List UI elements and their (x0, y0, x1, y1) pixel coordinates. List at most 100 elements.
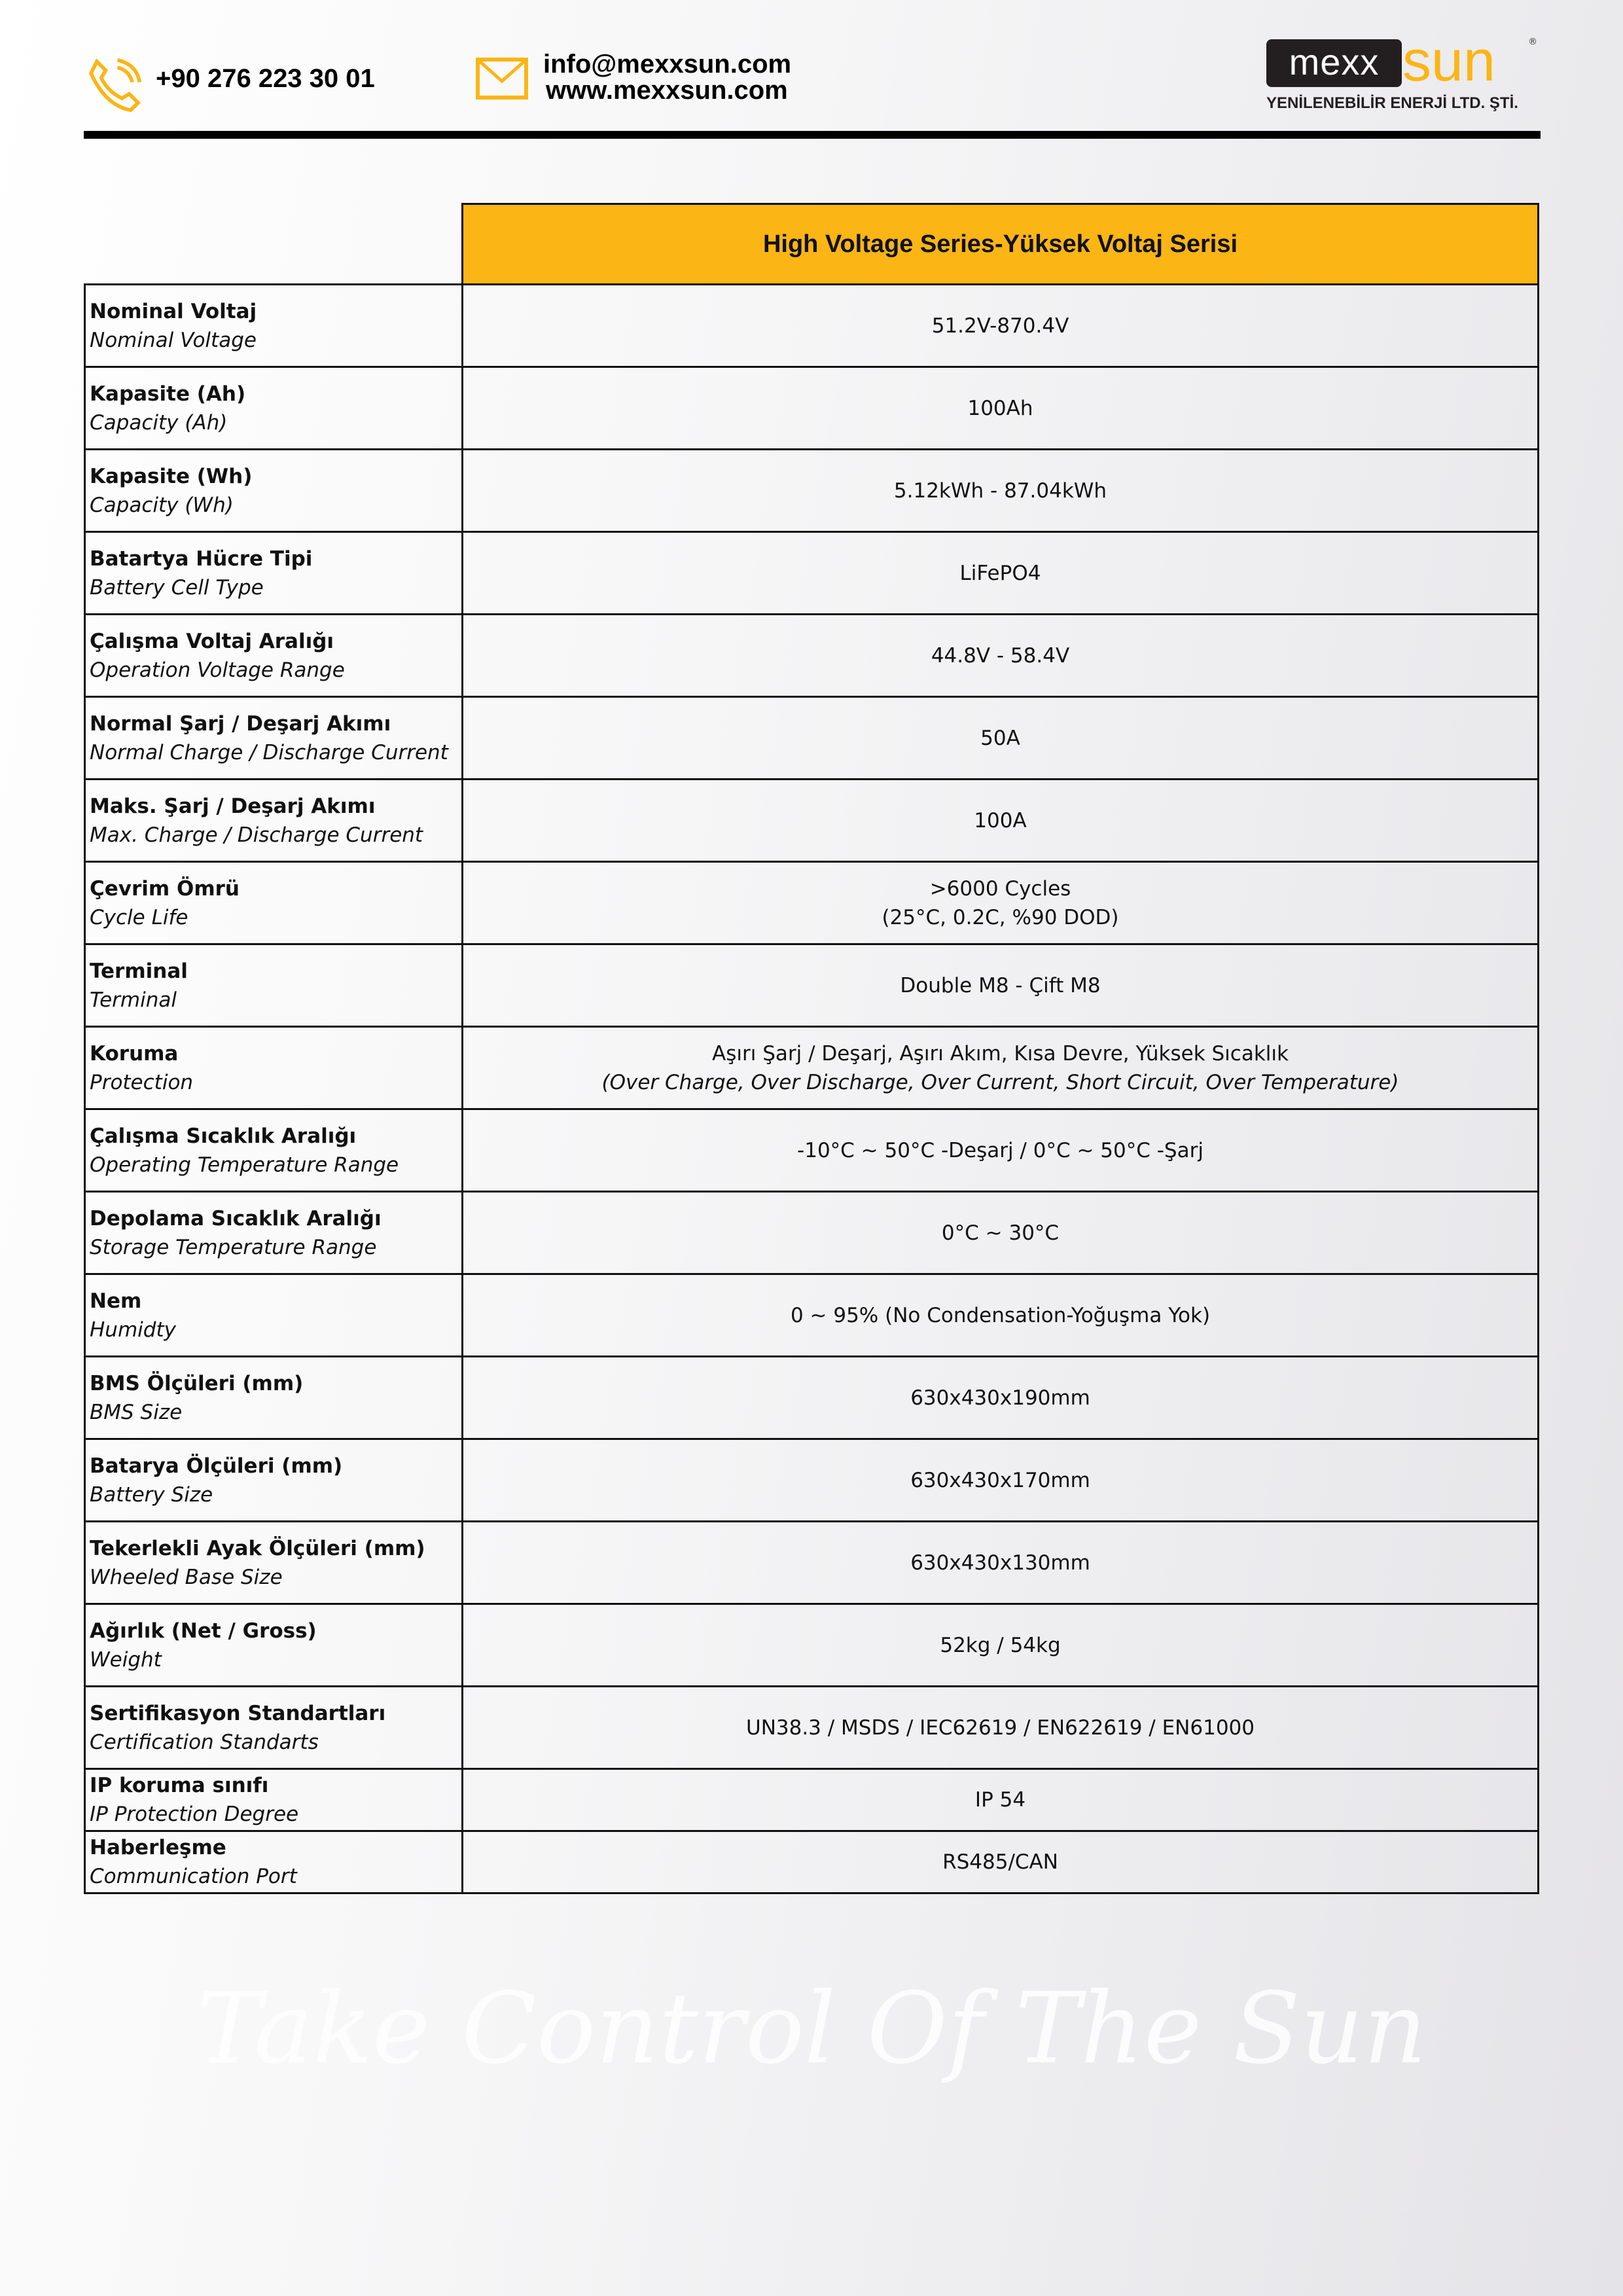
spec-label-tr: Terminal (90, 959, 188, 983)
header: +90 276 223 30 01 info@mexxsun.com www.m… (0, 0, 1623, 151)
spec-value-line1: 50A (980, 726, 1020, 750)
spec-label-tr: Tekerlekli Ayak Ölçüleri (mm) (90, 1536, 425, 1560)
table-row: Maks. Şarj / Deşarj Akımı Max. Charge / D… (84, 778, 1539, 863)
spec-value: RS485/CAN (461, 1830, 1539, 1894)
spec-table: High Voltage Series-Yüksek Voltaj Serisi… (84, 203, 1539, 1894)
table-row: Kapasite (Wh) Capacity (Wh) 5.12kWh - 87.0… (84, 448, 1539, 533)
spec-label-tr: Koruma (90, 1041, 179, 1066)
table-row: Çalışma Sıcaklık Aralığı Operating Temper… (84, 1108, 1539, 1193)
mail-icon (476, 58, 528, 99)
spec-label-en: Communication Port (90, 1865, 297, 1888)
spec-value-line1: Double M8 - Çift M8 (900, 973, 1101, 997)
spec-label: Tekerlekli Ayak Ölçüleri (mm) Wheeled Bas… (84, 1520, 463, 1605)
spec-value-line1: 0°C ~ 30°C (941, 1221, 1060, 1245)
table-row: Batartya Hücre Tipi Battery Cell Type LiFe… (84, 531, 1539, 615)
spec-label: Kapasite (Ah) Capacity (Ah) (84, 366, 463, 450)
table-row: Terminal Terminal Double M8 - Çift M8 (84, 943, 1539, 1028)
spec-value: >6000 Cycles (25°C, 0.2C, %90 DOD) (461, 861, 1539, 945)
table-row: IP koruma sınıfı IP Protection Degree IP 5… (84, 1768, 1539, 1832)
spec-label-en: Nominal Voltage (90, 328, 257, 352)
spec-value: Aşırı Şarj / Deşarj, Aşırı Akım, Kısa De… (461, 1026, 1539, 1110)
table-row: Çevrim Ömrü Cycle Life >6000 Cycles (25°C, … (84, 861, 1539, 945)
spec-label-tr: Kapasite (Wh) (90, 464, 253, 488)
spec-value-line1: 100Ah (967, 396, 1033, 420)
spec-value: Double M8 - Çift M8 (461, 943, 1539, 1028)
spec-label: Depolama Sıcaklık Aralığı Storage Tempera… (84, 1191, 463, 1275)
spec-label-en: Weight (90, 1647, 162, 1672)
logo-mexx: mexx (1266, 39, 1402, 87)
spec-label-tr: IP koruma sınıfı (90, 1774, 269, 1797)
spec-value-line2: (25°C, 0.2C, %90 DOD) (882, 905, 1119, 929)
logo-sun: SUN (1402, 28, 1495, 93)
watermark-slogan: Take Control Of The Sun (196, 1972, 1427, 2086)
spec-value-line1: -10°C ~ 50°C -Deşarj / 0°C ~ 50°C -Şarj (797, 1138, 1204, 1162)
spec-value: 0 ~ 95% (No Condensation-Yoğuşma Yok) (461, 1273, 1539, 1357)
spec-label: Batarya Ölçüleri (mm) Battery Size (84, 1438, 463, 1522)
spec-label-en: Battery Size (90, 1482, 213, 1507)
spec-label-en: IP Protection Degree (90, 1803, 299, 1826)
spec-label: Maks. Şarj / Deşarj Akımı Max. Charge / D… (84, 778, 463, 863)
spec-label: Nominal Voltaj Nominal Voltage (84, 283, 463, 368)
spec-label: IP koruma sınıfı IP Protection Degree (84, 1768, 463, 1832)
spec-label-tr: Nem (90, 1289, 142, 1313)
email-link[interactable]: info@mexxsun.com (543, 50, 792, 79)
spec-value: 630x430x190mm (461, 1355, 1539, 1440)
phone-number[interactable]: +90 276 223 30 01 (156, 64, 375, 93)
spec-value-line1: 5.12kWh - 87.04kWh (893, 478, 1107, 503)
spec-label-tr: Batartya Hücre Tipi (90, 547, 313, 571)
spec-label-en: Operating Temperature Range (90, 1153, 399, 1177)
spec-label: Haberleşme Communication Port (84, 1830, 463, 1894)
spec-label-en: Wheeled Base Size (90, 1565, 283, 1589)
header-divider (84, 131, 1541, 139)
spec-label-tr: Batarya Ölçüleri (mm) (90, 1454, 343, 1478)
spec-value-line1: 0 ~ 95% (No Condensation-Yoğuşma Yok) (790, 1303, 1211, 1327)
spec-value-line1: IP 54 (974, 1788, 1026, 1812)
table-row: Ağırlık (Net / Gross) Weight 52kg / 54kg (84, 1603, 1539, 1687)
spec-value-line1: 44.8V - 58.4V (931, 643, 1070, 668)
spec-value-line1: 630x430x190mm (910, 1386, 1090, 1410)
spec-label-tr: BMS Ölçüleri (mm) (90, 1371, 304, 1395)
spec-label: Ağırlık (Net / Gross) Weight (84, 1603, 463, 1687)
spec-label-tr: Haberleşme (90, 1836, 226, 1859)
table-row: Kapasite (Ah) Capacity (Ah) 100Ah (84, 366, 1539, 450)
spec-label: Sertifikasyon Standartları Certification … (84, 1685, 463, 1770)
empty-corner (84, 204, 463, 285)
table-row: Nominal Voltaj Nominal Voltage 51.2V-870.4… (84, 283, 1539, 368)
spec-value: 50A (461, 696, 1539, 780)
spec-value: LiFePO4 (461, 531, 1539, 615)
spec-value: 5.12kWh - 87.04kWh (461, 448, 1539, 533)
spec-label-tr: Çevrim Ömrü (90, 876, 240, 901)
spec-value-line1: 100A (974, 808, 1027, 833)
spec-label-en: BMS Size (90, 1400, 183, 1424)
spec-value: IP 54 (461, 1768, 1539, 1832)
spec-label: Kapasite (Wh) Capacity (Wh) (84, 448, 463, 533)
spec-label: Çalışma Sıcaklık Aralığı Operating Temper… (84, 1108, 463, 1193)
spec-label-en: Humidty (90, 1318, 176, 1342)
spec-value: UN38.3 / MSDS / IEC62619 / EN622619 / EN… (461, 1685, 1539, 1770)
spec-label-tr: Çalışma Voltaj Aralığı (90, 629, 334, 653)
spec-value-line1: 630x430x170mm (910, 1468, 1090, 1492)
table-row: Sertifikasyon Standartları Certification … (84, 1685, 1539, 1770)
spec-label-en: Terminal (90, 988, 177, 1012)
spec-label-tr: Maks. Şarj / Deşarj Akımı (90, 794, 376, 818)
spec-label-en: Cycle Life (90, 905, 188, 929)
spec-label-tr: Depolama Sıcaklık Aralığı (90, 1206, 382, 1230)
table-row: Koruma Protection Aşırı Şarj / Deşarj, Aşı… (84, 1026, 1539, 1110)
table-row: Batarya Ölçüleri (mm) Battery Size 630x430… (84, 1438, 1539, 1522)
spec-label-en: Max. Charge / Discharge Current (90, 823, 423, 847)
spec-label-en: Storage Temperature Range (90, 1235, 377, 1259)
spec-value-line1: >6000 Cycles (929, 876, 1071, 901)
spec-label: Çalışma Voltaj Aralığı Operation Voltage … (84, 613, 463, 698)
spec-value-line1: 51.2V-870.4V (931, 314, 1069, 338)
spec-label-en: Certification Standarts (90, 1730, 319, 1754)
spec-value: 100Ah (461, 366, 1539, 450)
spec-label: Çevrim Ömrü Cycle Life (84, 861, 463, 945)
table-title: High Voltage Series-Yüksek Voltaj Serisi (461, 203, 1539, 285)
spec-value-line1: 630x430x130mm (910, 1551, 1090, 1575)
website-link[interactable]: www.mexxsun.com (546, 76, 788, 105)
table-row: Çalışma Voltaj Aralığı Operation Voltage … (84, 613, 1539, 698)
spec-value-line1: 52kg / 54kg (940, 1633, 1061, 1657)
spec-value: 100A (461, 778, 1539, 863)
table-row: BMS Ölçüleri (mm) BMS Size 630x430x190mm (84, 1355, 1539, 1440)
spec-label-tr: Sertifikasyon Standartları (90, 1701, 386, 1725)
